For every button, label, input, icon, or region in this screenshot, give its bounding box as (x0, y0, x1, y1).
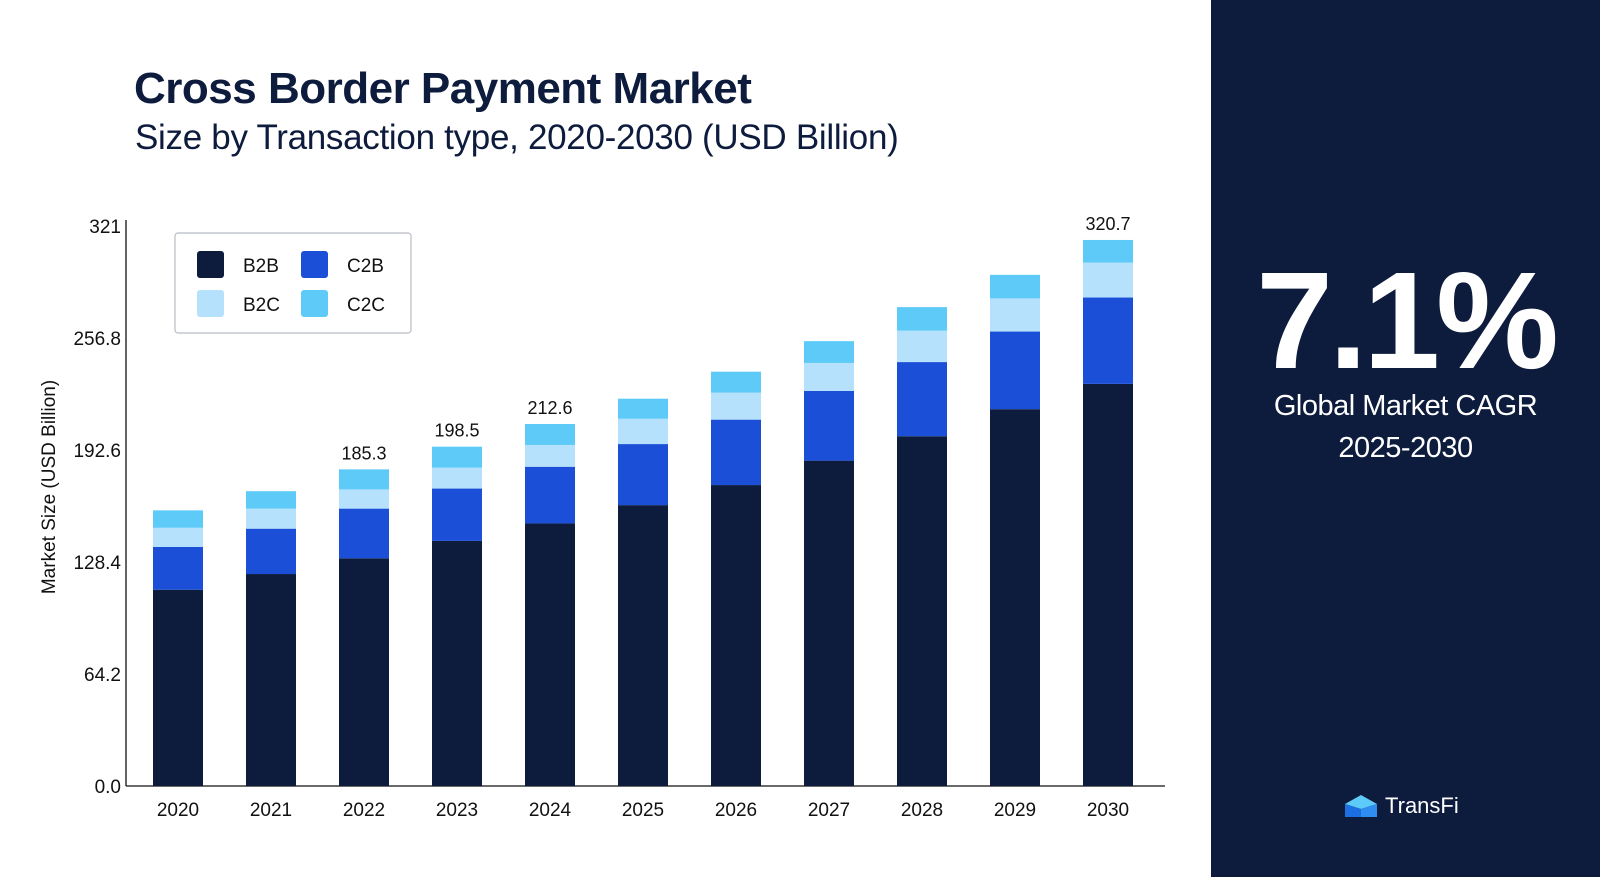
legend-label-c2b: C2B (347, 256, 384, 277)
y-axis-label: Market Size (USD Billion) (39, 380, 60, 594)
bar-c2b-2030 (1083, 297, 1133, 384)
x-tick-label: 2030 (1087, 800, 1129, 821)
x-tick-label: 2028 (901, 800, 943, 821)
bar-c2c-2027 (804, 341, 854, 363)
legend: B2B C2B B2C C2C (174, 232, 412, 334)
legend-label-b2b: B2B (243, 256, 279, 277)
y-tick-label: 321 (89, 217, 121, 238)
x-tick-label: 2026 (715, 800, 757, 821)
data-label-2023: 198.5 (434, 421, 479, 441)
bar-b2c-2022 (339, 489, 389, 509)
bar-c2b-2022 (339, 508, 389, 559)
bar-b2c-2027 (804, 362, 854, 391)
bar-b2c-2029 (990, 298, 1040, 332)
bar-b2c-2023 (432, 467, 482, 489)
bar-b2c-2030 (1083, 262, 1133, 298)
bar-b2b-2021 (246, 574, 296, 786)
x-tick-label: 2022 (343, 800, 385, 821)
bar-c2c-2026 (711, 371, 761, 393)
bar-c2c-2020 (153, 510, 203, 528)
bar-b2b-2020 (153, 589, 203, 786)
x-tick-label: 2029 (994, 800, 1036, 821)
x-tick-label: 2021 (250, 800, 292, 821)
bar-c2b-2026 (711, 419, 761, 486)
chart-subtitle: Size by Transaction type, 2020-2030 (USD… (135, 118, 899, 157)
bar-b2c-2025 (618, 418, 668, 445)
bar-c2b-2024 (525, 466, 575, 524)
legend-swatch-b2b (197, 251, 224, 278)
bar-b2c-2024 (525, 444, 575, 467)
bar-c2b-2029 (990, 331, 1040, 410)
transfi-logo-icon (1345, 795, 1377, 817)
legend-label-c2c: C2C (347, 295, 385, 316)
bar-c2c-2023 (432, 446, 482, 468)
bar-b2b-2029 (990, 409, 1040, 786)
data-label-2030: 320.7 (1085, 214, 1130, 234)
bar-b2b-2026 (711, 485, 761, 786)
chart-svg: 0.0 64.2 128.4 192.6 256.8 321 2020 2021 2022 202… (39, 214, 1165, 821)
y-tick-label: 0.0 (95, 777, 121, 798)
x-tick-label: 2020 (157, 800, 199, 821)
bar-c2b-2023 (432, 488, 482, 541)
data-label-2022: 185.3 (341, 443, 386, 463)
bar-c2b-2025 (618, 444, 668, 506)
legend-box (174, 232, 412, 334)
x-tick-label: 2024 (529, 800, 572, 821)
x-tick-label: 2025 (622, 800, 664, 821)
bar-b2b-2030 (1083, 383, 1133, 786)
y-tick-label: 256.8 (73, 329, 121, 350)
bar-b2b-2025 (618, 505, 668, 786)
bar-b2c-2020 (153, 527, 203, 547)
brand: TransFi (1345, 793, 1459, 819)
legend-label-b2c: B2C (243, 295, 280, 316)
bar-b2b-2024 (525, 523, 575, 786)
bar-c2c-2022 (339, 469, 389, 490)
bar-b2c-2026 (711, 392, 761, 420)
legend-swatch-c2b (301, 251, 328, 278)
chart-title: Cross Border Payment Market (134, 64, 752, 113)
bar-b2c-2028 (897, 330, 947, 363)
bar-c2c-2030 (1083, 239, 1133, 263)
bar-b2b-2027 (804, 460, 854, 786)
legend-swatch-b2c (197, 290, 224, 317)
bar-b2b-2022 (339, 558, 389, 786)
bar-b2c-2021 (246, 508, 296, 529)
x-tick-label: 2023 (436, 800, 478, 821)
x-tick-label: 2027 (808, 800, 850, 821)
bar-c2b-2021 (246, 528, 296, 575)
bar-b2b-2023 (432, 540, 482, 786)
bar-c2c-2028 (897, 307, 947, 331)
y-tick-label: 64.2 (84, 665, 121, 686)
bar-c2c-2025 (618, 398, 668, 419)
y-tick-label: 128.4 (73, 553, 121, 574)
bar-c2b-2027 (804, 390, 854, 461)
cagr-label: Global Market CAGR (1273, 390, 1538, 422)
side-panel: 7.1% Global Market CAGR 2025-2030 TransF… (1211, 0, 1600, 877)
bar-c2c-2029 (990, 274, 1040, 299)
bar-c2b-2020 (153, 546, 203, 590)
cagr-period: 2025-2030 (1338, 432, 1473, 464)
bar-c2c-2021 (246, 491, 296, 509)
cagr-value: 7.1% (1256, 244, 1559, 398)
brand-name: TransFi (1385, 793, 1459, 818)
bar-b2b-2028 (897, 436, 947, 786)
legend-swatch-c2c (301, 290, 328, 317)
data-label-2024: 212.6 (527, 398, 572, 418)
bar-c2b-2028 (897, 362, 947, 437)
y-tick-label: 192.6 (73, 441, 121, 462)
bar-c2c-2024 (525, 424, 575, 445)
